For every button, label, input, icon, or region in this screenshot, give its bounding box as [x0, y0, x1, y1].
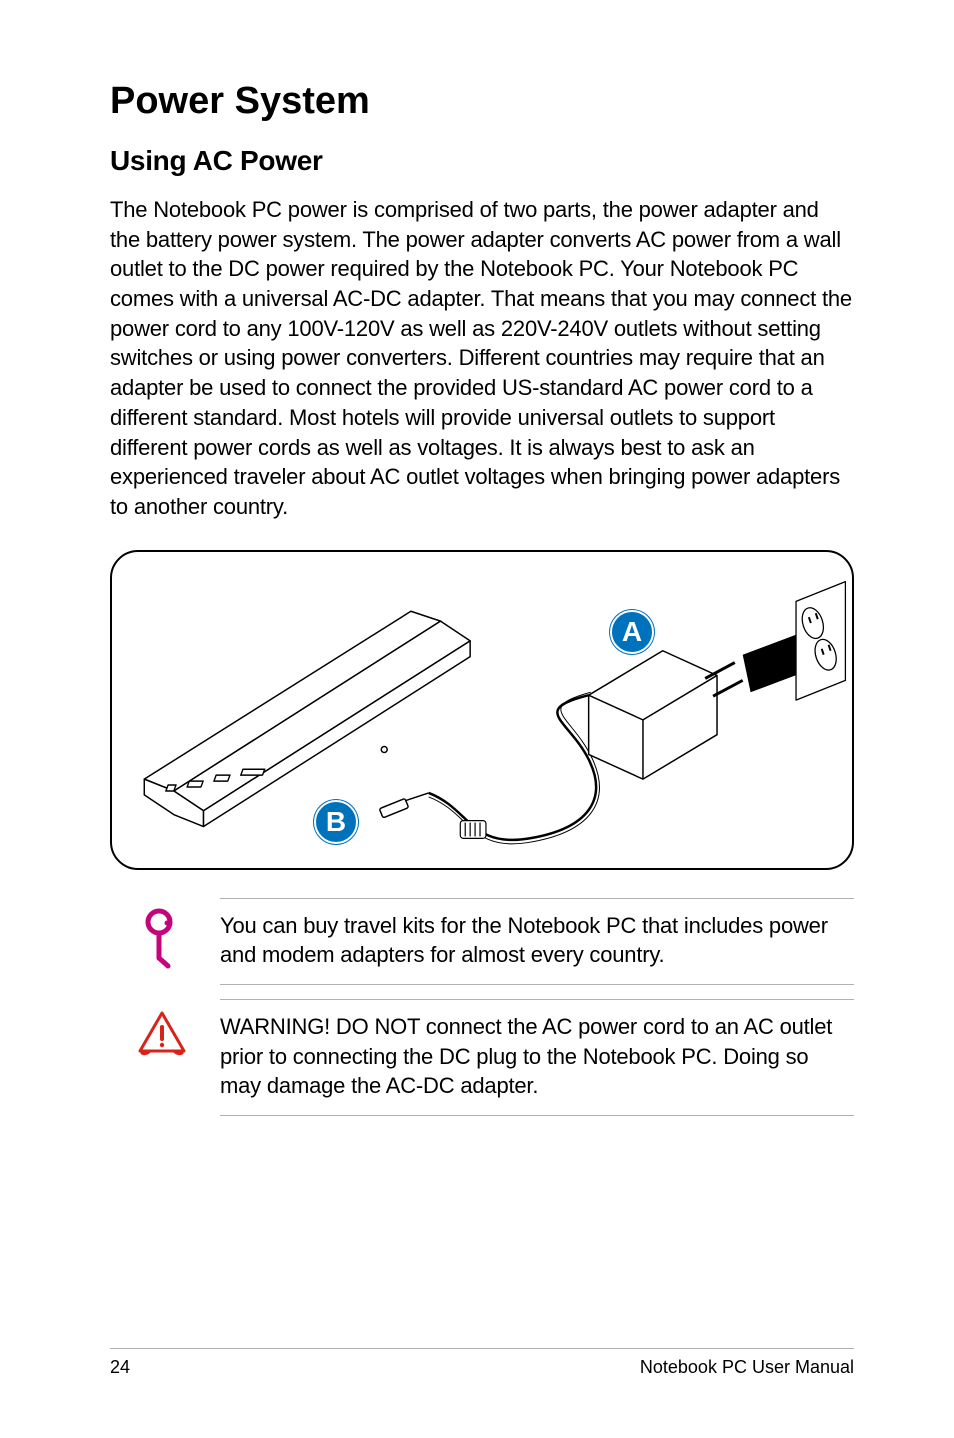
tip-note: You can buy travel kits for the Notebook…: [132, 898, 854, 985]
warning-text: WARNING! DO NOT connect the AC power cor…: [220, 999, 854, 1116]
warning-icon: [132, 999, 192, 1057]
diagram-container: A B: [110, 550, 854, 870]
tip-icon: [132, 898, 192, 970]
tip-text: You can buy travel kits for the Notebook…: [220, 898, 854, 985]
subsection-heading: Using AC Power: [110, 145, 854, 177]
section-heading: Power System: [110, 80, 854, 123]
page-number: 24: [110, 1357, 130, 1378]
manual-title: Notebook PC User Manual: [640, 1357, 854, 1378]
body-paragraph: The Notebook PC power is comprised of tw…: [110, 195, 854, 522]
power-diagram-illustration: [112, 552, 852, 868]
warning-note: WARNING! DO NOT connect the AC power cor…: [132, 999, 854, 1116]
diagram-badge-a: A: [610, 610, 654, 654]
diagram-badge-b: B: [314, 800, 358, 844]
page-footer: 24 Notebook PC User Manual: [110, 1348, 854, 1378]
